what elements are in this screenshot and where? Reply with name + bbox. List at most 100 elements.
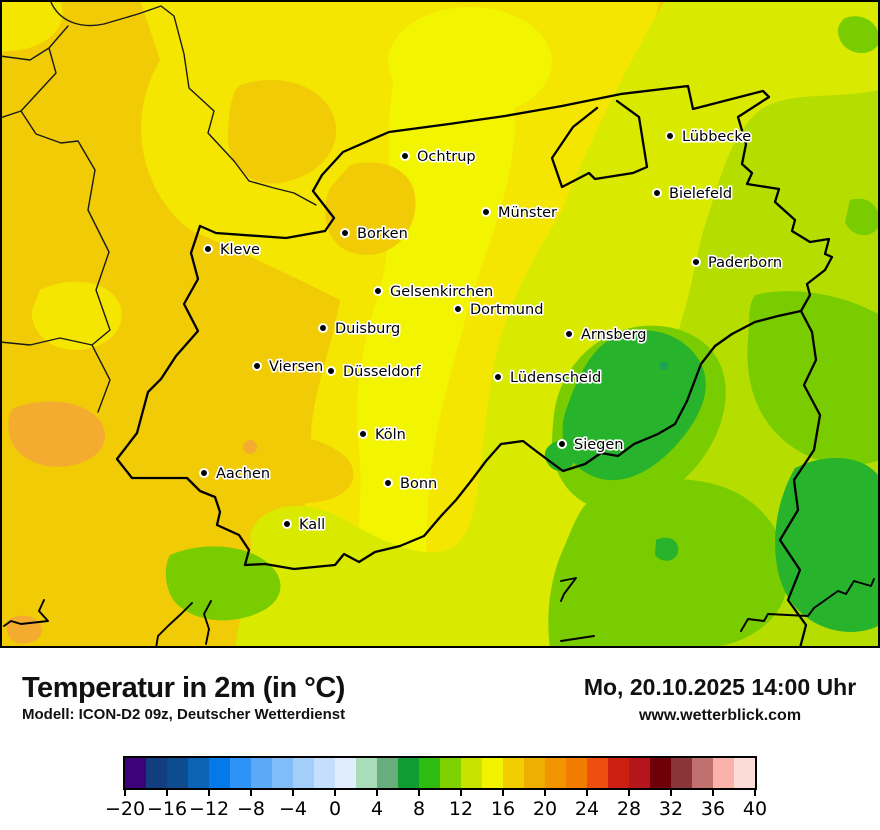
legend-cell-14 [419, 758, 440, 788]
legend-tick-label: 12 [448, 798, 474, 820]
page-title: Temperatur in 2m (in °C) [22, 672, 345, 704]
city-dot-aachen [199, 468, 209, 478]
border-south-squiggles [3, 577, 875, 648]
legend-cell-23 [608, 758, 629, 788]
temp-region-orange-dot [243, 440, 257, 454]
legend-tick [502, 790, 504, 796]
legend-cell-19 [524, 758, 545, 788]
legend-tick [586, 790, 588, 796]
city-dot-viersen [252, 361, 262, 371]
legend-tick [754, 790, 756, 796]
city-dot-arnsberg [564, 329, 574, 339]
city-label-köln: Köln [375, 427, 406, 443]
map-svg: Ochtrup Lübbecke Münster Bielefeld Borken Kle… [0, 0, 880, 648]
legend-cell-10 [335, 758, 356, 788]
legend-tick [124, 790, 126, 796]
city-label-aachen: Aachen [216, 466, 270, 482]
city-dot-borken [340, 228, 350, 238]
city-dot-duisburg [318, 323, 328, 333]
city-label-lübbecke: Lübbecke [682, 129, 751, 145]
website-link[interactable]: www.wetterblick.com [638, 707, 802, 724]
legend-tick-label: 0 [328, 798, 342, 820]
legend-cell-7 [272, 758, 293, 788]
temp-region-green-e-small [845, 198, 880, 236]
temp-region-green-east [747, 291, 880, 466]
city-label-arnsberg: Arnsberg [581, 327, 646, 343]
city-dot-siegen [557, 439, 567, 449]
city-label-dortmund: Dortmund [470, 302, 543, 318]
legend-tick [166, 790, 168, 796]
legend-cell-18 [503, 758, 524, 788]
temp-region-teal-dot [660, 362, 668, 370]
city-label-lüdenscheid: Lüdenscheid [510, 370, 601, 386]
city-label-kall: Kall [299, 517, 325, 533]
legend-cell-16 [461, 758, 482, 788]
legend-tick [250, 790, 252, 796]
legend-tick-label: 32 [658, 798, 684, 820]
temp-region-green-ne-corner [837, 16, 880, 54]
temp-region-yellow-patch-w [31, 281, 122, 350]
city-dot-lüdenscheid [493, 372, 503, 382]
legend-cell-6 [251, 758, 272, 788]
city-label-bielefeld: Bielefeld [669, 186, 732, 202]
legend-cell-25 [650, 758, 671, 788]
state-border-north-east [198, 84, 834, 648]
state-border-osnabrueck-wedge [550, 99, 649, 189]
city-dot-lübbecke [665, 131, 675, 141]
temperature-colorbar [123, 756, 757, 790]
temp-region-yellow-patch-nw [0, 0, 63, 52]
city-label-münster: Münster [498, 205, 557, 221]
city-dot-kall [282, 519, 292, 529]
city-dot-gelsenkirchen [373, 286, 383, 296]
legend-cell-24 [629, 758, 650, 788]
legend-tick-label: 36 [700, 798, 726, 820]
city-dot-bonn [383, 478, 393, 488]
state-border-west-south [115, 224, 803, 571]
legend-tick-label: −20 [104, 798, 146, 820]
legend-tick [628, 790, 630, 796]
temp-region-darkgreen-rothaar [562, 330, 706, 481]
legend-cell-22 [587, 758, 608, 788]
city-dot-paderborn [691, 257, 701, 267]
city-label-paderborn: Paderborn [708, 255, 782, 271]
city-dot-köln [358, 429, 368, 439]
datetime-block: Mo, 20.10.2025 14:00 Uhr www.wetterblick… [560, 648, 880, 725]
legend-cell-20 [545, 758, 566, 788]
legend-cell-0 [125, 758, 146, 788]
valid-datetime: Mo, 20.10.2025 14:00 Uhr [583, 674, 857, 700]
legend-cell-13 [398, 758, 419, 788]
legend-tick [712, 790, 714, 796]
city-label-düsseldorf: Düsseldorf [343, 364, 421, 380]
map-footer: Temperatur in 2m (in °C) Modell: ICON-D2… [0, 648, 880, 830]
city-dot-dortmund [453, 304, 463, 314]
city-label-kleve: Kleve [220, 242, 260, 258]
city-label-ochtrup: Ochtrup [417, 149, 476, 165]
city-label-bonn: Bonn [400, 476, 437, 492]
legend-tick-label: −8 [236, 798, 266, 820]
legend-cell-11 [356, 758, 377, 788]
legend-cell-15 [440, 758, 461, 788]
legend-cell-1 [146, 758, 167, 788]
legend-cell-5 [230, 758, 251, 788]
legend-tick [292, 790, 294, 796]
legend-cell-12 [377, 758, 398, 788]
city-marker-layer: Ochtrup Lübbecke Münster Bielefeld Borken Kle… [199, 127, 784, 535]
city-dot-ochtrup [400, 151, 410, 161]
legend-tick-label: 4 [370, 798, 384, 820]
legend-tick [376, 790, 378, 796]
legend-cell-9 [314, 758, 335, 788]
legend-tick-label: −12 [188, 798, 230, 820]
legend-cell-3 [188, 758, 209, 788]
legend-cell-2 [167, 758, 188, 788]
legend-tick [334, 790, 336, 796]
city-dot-bielefeld [652, 188, 662, 198]
legend-cell-4 [209, 758, 230, 788]
temp-region-darkgreen-se-corner [775, 457, 880, 632]
temp-region-bright-yellow-north [388, 7, 552, 117]
temperature-map: Ochtrup Lübbecke Münster Bielefeld Borken Kle… [0, 0, 880, 648]
legend-tick-label: 20 [532, 798, 558, 820]
legend-tick-label: −4 [278, 798, 308, 820]
city-label-viersen: Viersen [269, 359, 323, 375]
temp-region-gold-patch-n1 [227, 80, 337, 184]
